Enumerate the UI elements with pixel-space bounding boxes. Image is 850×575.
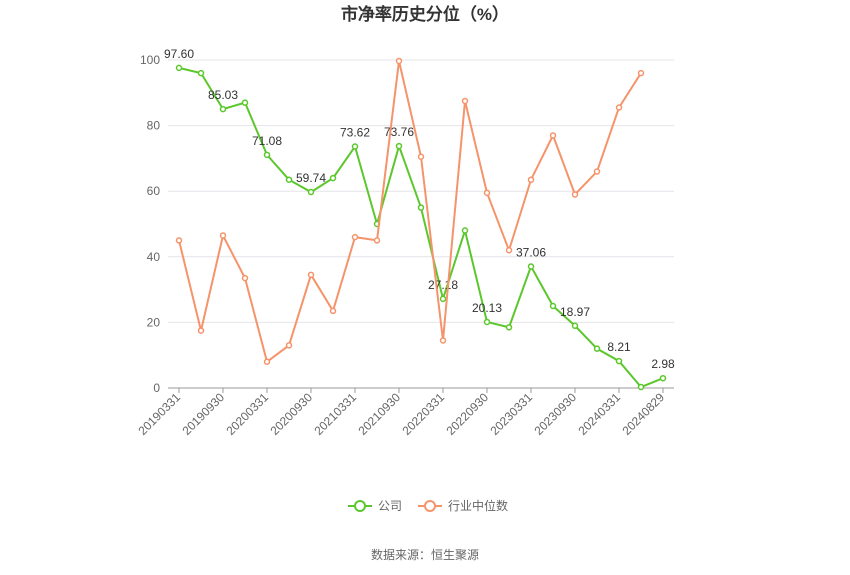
y-tick-label: 0 xyxy=(153,381,160,395)
data-point xyxy=(505,324,513,331)
x-tick-label: 20220331 xyxy=(399,390,447,438)
data-point xyxy=(219,105,227,113)
source-note: 数据来源：恒生聚源 xyxy=(371,547,479,562)
data-point xyxy=(373,237,381,244)
data-point xyxy=(395,142,403,150)
data-point xyxy=(527,176,535,183)
data-point xyxy=(527,263,535,270)
data-point xyxy=(307,271,315,279)
y-tick-label: 80 xyxy=(147,119,161,133)
data-point xyxy=(439,295,447,303)
x-tick-label: 20200930 xyxy=(267,390,315,438)
data-label: 85.03 xyxy=(208,88,238,102)
legend-label: 公司 xyxy=(378,499,402,513)
data-point xyxy=(483,189,491,197)
data-point xyxy=(241,274,249,282)
x-tick-label: 20220930 xyxy=(443,390,491,438)
data-label: 97.60 xyxy=(164,47,194,61)
data-point xyxy=(197,327,205,334)
x-tick-label: 20240829 xyxy=(619,390,667,438)
data-point xyxy=(285,176,293,183)
data-label: 59.74 xyxy=(296,171,326,185)
data-point xyxy=(549,302,557,310)
data-point xyxy=(549,132,557,139)
data-label: 73.62 xyxy=(340,126,370,140)
data-label: 20.13 xyxy=(472,301,502,315)
data-label: 73.76 xyxy=(384,125,414,139)
data-point xyxy=(461,97,469,105)
data-point xyxy=(483,318,491,326)
data-point xyxy=(175,237,183,244)
data-point xyxy=(439,337,447,344)
data-point xyxy=(593,168,601,175)
data-point xyxy=(197,69,205,77)
data-point xyxy=(461,227,469,234)
data-point xyxy=(351,143,359,150)
data-point xyxy=(329,307,337,315)
y-tick-label: 60 xyxy=(147,184,161,198)
data-point xyxy=(417,153,425,161)
legend-swatch xyxy=(424,500,436,512)
data-label: 27.18 xyxy=(428,278,458,292)
data-point xyxy=(351,233,359,241)
y-tick-label: 40 xyxy=(147,250,161,264)
data-point xyxy=(329,174,337,182)
data-point xyxy=(571,322,579,330)
x-tick-label: 20210930 xyxy=(355,390,403,438)
data-point xyxy=(505,246,513,254)
data-point xyxy=(263,151,271,159)
data-label: 37.06 xyxy=(516,245,546,259)
data-label: 2.98 xyxy=(651,357,675,371)
y-tick-label: 20 xyxy=(147,315,161,329)
data-point xyxy=(219,232,227,239)
series-line xyxy=(178,60,642,364)
data-point xyxy=(307,188,315,196)
data-point xyxy=(285,342,293,349)
data-point xyxy=(637,383,645,391)
data-point xyxy=(637,69,645,77)
data-point xyxy=(615,357,623,365)
data-point xyxy=(615,104,623,111)
data-label: 18.97 xyxy=(560,305,590,319)
data-point xyxy=(241,99,249,106)
x-tick-label: 20190930 xyxy=(179,390,227,438)
y-tick-label: 100 xyxy=(140,53,160,67)
x-tick-label: 20230331 xyxy=(487,390,535,438)
data-point xyxy=(659,374,667,382)
data-point xyxy=(593,345,601,352)
data-point xyxy=(175,64,183,72)
data-label: 71.08 xyxy=(252,134,282,148)
data-point xyxy=(395,57,403,65)
data-point xyxy=(417,204,425,211)
x-tick-label: 20200331 xyxy=(223,390,271,438)
data-label: 8.21 xyxy=(607,340,631,354)
data-point xyxy=(263,358,271,366)
data-point xyxy=(571,191,579,198)
x-tick-label: 20190331 xyxy=(135,390,183,438)
legend-label: 行业中位数 xyxy=(448,498,508,513)
x-tick-label: 20210331 xyxy=(311,390,359,438)
chart-title: 市净率历史分位（%） xyxy=(341,4,509,24)
x-tick-label: 20240331 xyxy=(575,390,623,438)
legend-swatch xyxy=(354,500,366,512)
x-tick-label: 20230930 xyxy=(531,390,579,438)
series-line xyxy=(178,66,664,389)
